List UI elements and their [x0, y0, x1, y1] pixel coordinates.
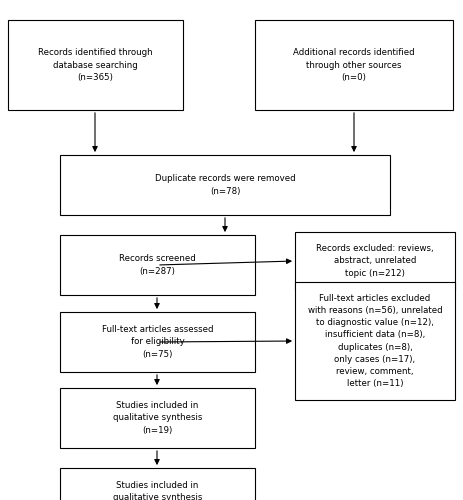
Text: Additional records identified
through other sources
(n=0): Additional records identified through ot…	[293, 48, 414, 82]
Text: Records excluded: reviews,
abstract, unrelated
topic (n=212): Records excluded: reviews, abstract, unr…	[315, 244, 433, 278]
FancyBboxPatch shape	[294, 232, 454, 290]
FancyBboxPatch shape	[60, 235, 255, 295]
Text: Records screened
(n=287): Records screened (n=287)	[119, 254, 195, 276]
Text: Full-text articles excluded
with reasons (n=56), unrelated
to diagnostic value (: Full-text articles excluded with reasons…	[307, 294, 441, 388]
FancyBboxPatch shape	[8, 20, 182, 110]
Text: Full-text articles assessed
for eligibility
(n=75): Full-text articles assessed for eligibil…	[101, 326, 213, 358]
FancyBboxPatch shape	[60, 468, 255, 500]
Text: Studies included in
qualitative synthesis
(n=19): Studies included in qualitative synthesi…	[113, 402, 202, 434]
Text: Studies included in
qualitative synthesis
(meta-analysis)
(n=19): Studies included in qualitative synthesi…	[113, 482, 202, 500]
Text: Duplicate records were removed
(n=78): Duplicate records were removed (n=78)	[154, 174, 294, 196]
FancyBboxPatch shape	[60, 312, 255, 372]
FancyBboxPatch shape	[60, 155, 389, 215]
FancyBboxPatch shape	[294, 282, 454, 400]
FancyBboxPatch shape	[255, 20, 452, 110]
FancyBboxPatch shape	[60, 388, 255, 448]
Text: Records identified through
database searching
(n=365): Records identified through database sear…	[38, 48, 152, 82]
